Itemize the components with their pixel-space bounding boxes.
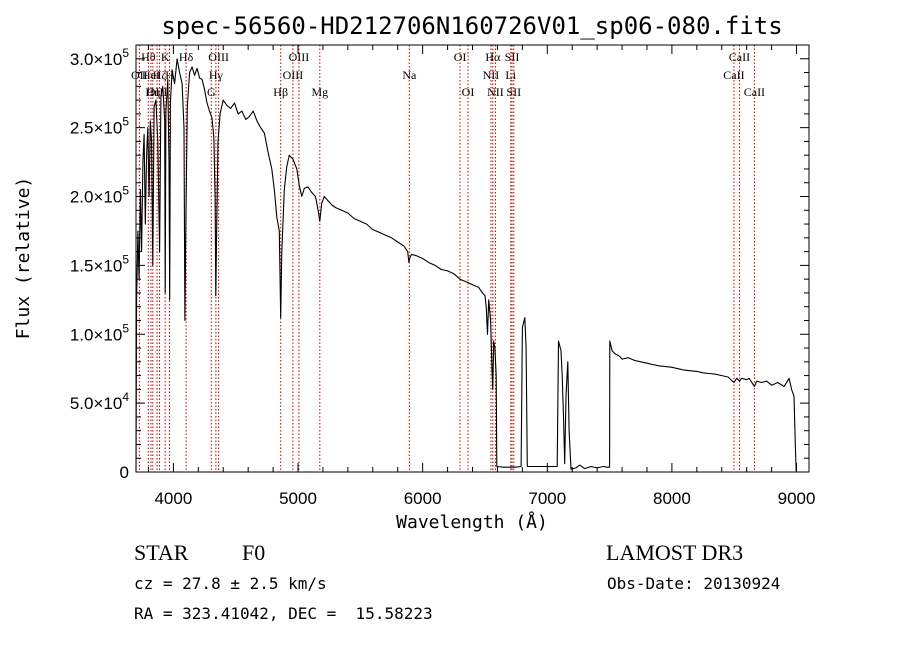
axes: 4000 5000 6000 7000 8000 900005.0×1041.0×1051…	[70, 45, 816, 508]
y-tick-label-5: 2.5×105	[70, 115, 129, 138]
object-class: STAR	[134, 540, 189, 565]
y-tick-exponent-3: 5	[122, 252, 129, 266]
line-marker-label-15: Mg	[311, 85, 328, 99]
object-subclass: F0	[242, 540, 266, 565]
spectrum-series	[135, 58, 797, 473]
x-axis-label: Wavelength (Å)	[396, 511, 548, 533]
spectrum-line-0	[135, 58, 797, 473]
y-tick-label-1: 5.0×104	[70, 390, 129, 413]
line-marker-label-7: H	[165, 68, 174, 82]
line-marker-label-8: Hδ	[179, 50, 194, 64]
line-marker-label-19: NII	[483, 68, 500, 82]
redshift-text: cz = 27.8 ± 2.5 km/s	[134, 574, 327, 593]
y-tick-label-6: 3.0×105	[70, 46, 129, 69]
line-marker-label-18: OI	[462, 85, 475, 99]
spectral-line-markers: OIIHθHeIHηOIIIHζKHHδGHγOIIIHβOIIIOIIIMgN…	[131, 45, 765, 472]
line-marker-label-20: Hα	[485, 50, 501, 64]
line-marker-label-4: OIII	[147, 85, 168, 99]
line-marker-label-24: SII	[506, 85, 521, 99]
x-tick-label-1: 5000	[279, 489, 317, 508]
x-tick-label-5: 9000	[778, 489, 816, 508]
line-marker-label-9: G	[207, 85, 216, 99]
line-marker-label-12: Hβ	[273, 85, 288, 99]
line-marker-label-16: Na	[402, 68, 417, 82]
y-tick-label-2: 1.0×105	[70, 321, 129, 344]
line-marker-label-1: Hθ	[141, 50, 156, 64]
line-marker-label-26: CaII	[729, 50, 750, 64]
line-marker-label-10: Hγ	[209, 68, 224, 82]
chart-title: spec-56560-HD212706N160726V01_sp06-080.f…	[161, 12, 782, 40]
y-tick-exponent-4: 5	[122, 184, 129, 198]
y-tick-label-3: 1.5×105	[70, 252, 129, 275]
x-tick-label-2: 6000	[404, 489, 442, 508]
line-marker-label-13: OIII	[283, 68, 304, 82]
x-tick-label-4: 8000	[653, 489, 691, 508]
line-marker-label-21: NII	[487, 85, 504, 99]
coordinates: RA = 323.41042, DEC = 15.58223	[134, 604, 433, 623]
y-tick-mantissa-3: 1.5×10	[70, 256, 122, 275]
y-tick-mantissa-2: 1.0×10	[70, 325, 122, 344]
line-marker-label-2: HeI	[142, 68, 160, 82]
line-marker-label-14: OIII	[289, 50, 310, 64]
y-tick-exponent-2: 5	[122, 321, 129, 335]
y-tick-mantissa-6: 3.0×10	[70, 50, 122, 69]
y-tick-label-4: 2.0×105	[70, 184, 129, 207]
x-tick-label-3: 7000	[528, 489, 566, 508]
obs-date: Obs-Date: 20130924	[607, 574, 781, 593]
y-tick-mantissa-1: 5.0×10	[70, 394, 122, 413]
plot-frame	[135, 44, 810, 473]
y-tick-exponent-1: 4	[122, 390, 129, 404]
line-marker-label-11: OIII	[208, 50, 229, 64]
y-tick-mantissa-4: 2.0×10	[70, 188, 122, 207]
survey-name: LAMOST DR3	[606, 540, 744, 565]
line-marker-label-0: OII	[131, 68, 148, 82]
line-marker-label-22: Li	[505, 68, 516, 82]
y-tick-label-0: 0	[120, 463, 129, 482]
y-tick-mantissa-5: 2.5×10	[70, 119, 122, 138]
y-tick-exponent-6: 5	[122, 46, 129, 60]
y-axis-label: Flux (relative)	[13, 177, 34, 340]
line-marker-label-27: CaII	[744, 85, 765, 99]
line-marker-label-6: K	[161, 50, 170, 64]
line-marker-label-5: Hζ	[153, 68, 167, 82]
y-tick-exponent-5: 5	[122, 115, 129, 129]
line-marker-label-25: CaII	[723, 68, 744, 82]
x-tick-label-0: 4000	[154, 489, 192, 508]
y-tick-mantissa-0: 0	[120, 463, 129, 482]
line-marker-label-23: SII	[505, 50, 520, 64]
line-marker-label-17: OI	[454, 50, 467, 64]
